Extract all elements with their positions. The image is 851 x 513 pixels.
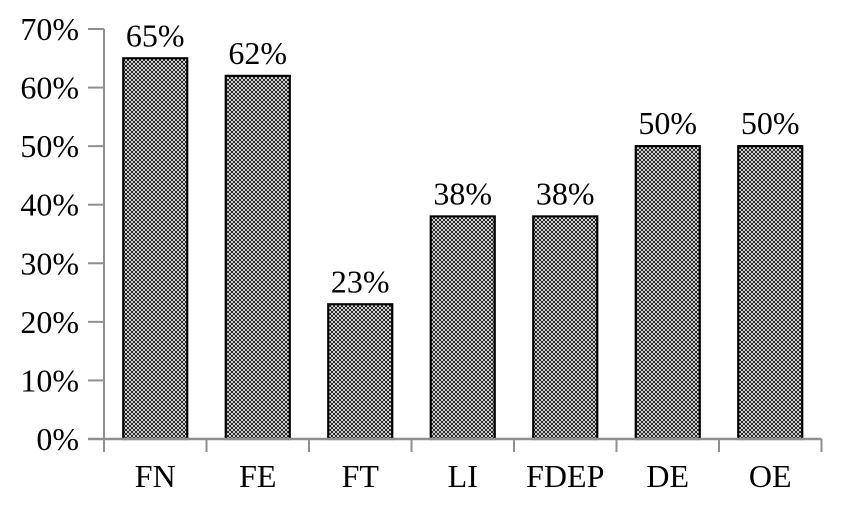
labels-layer: 65% FN 62% FE 23% FT 38% LI 38% FDEP 50% DE 50% OE 0% 1… (20, 11, 799, 494)
value-label-LI: 38% (433, 175, 492, 211)
x-axis-label-FN: FN (135, 458, 176, 494)
value-label-DE: 50% (638, 105, 697, 141)
y-axis-label-70%: 70% (20, 11, 79, 47)
axes-layer (88, 28, 823, 452)
bar-OE (737, 145, 804, 441)
x-axis-label-FDEP: FDEP (526, 458, 604, 494)
x-axis-label-FT: FT (342, 458, 380, 494)
bar-FE (224, 74, 291, 441)
y-axis-label-40%: 40% (20, 187, 79, 223)
x-axis-label-DE: DE (646, 458, 689, 494)
value-label-FDEP: 38% (536, 175, 595, 211)
y-axis-label-30%: 30% (20, 245, 79, 281)
value-label-OE: 50% (741, 105, 800, 141)
bars-layer (122, 57, 804, 441)
y-axis-label-50%: 50% (20, 128, 79, 164)
y-axis-label-10%: 10% (20, 362, 79, 398)
value-label-FE: 62% (228, 35, 287, 71)
x-axis-label-LI: LI (448, 458, 478, 494)
y-axis-label-0%: 0% (36, 421, 79, 457)
y-axis-label-60%: 60% (20, 70, 79, 106)
value-label-FT: 23% (331, 263, 390, 299)
bar-DE (634, 145, 701, 441)
x-axis-label-FE: FE (239, 458, 276, 494)
bar-FN (122, 57, 189, 441)
y-axis-label-20%: 20% (20, 304, 79, 340)
bar-FT (327, 303, 394, 441)
bar-LI (429, 215, 496, 441)
x-axis-label-OE: OE (749, 458, 792, 494)
value-label-FN: 65% (126, 17, 185, 53)
bar-FDEP (532, 215, 599, 441)
